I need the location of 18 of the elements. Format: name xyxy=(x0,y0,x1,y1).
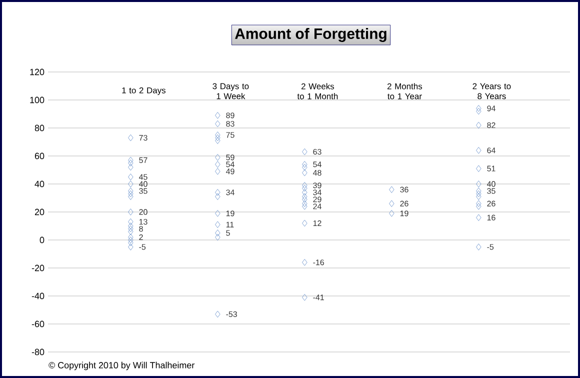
y-tick-label: 20 xyxy=(34,208,44,216)
x-tick-label: 3 Days to 1 Week xyxy=(212,83,249,100)
y-tick-label: -20 xyxy=(32,264,44,272)
y-tick-label: 80 xyxy=(34,124,44,132)
chart-title: Amount of Forgetting xyxy=(235,28,386,42)
y-tick-label: 0 xyxy=(40,236,44,244)
text: © Copyright 2010 by Will Thalheimer xyxy=(48,362,194,370)
y-tick-label: 100 xyxy=(30,96,44,104)
y-tick-label: 40 xyxy=(34,180,44,188)
x-tick-label: 2 Years to 8 Years xyxy=(472,83,511,100)
y-tick-label: -80 xyxy=(32,348,44,356)
x-tick-label: 2 Months to 1 Year xyxy=(387,83,422,100)
x-tick-label: 1 to 2 Days xyxy=(122,87,166,96)
y-tick-label: -60 xyxy=(32,320,44,328)
y-tick-label: 120 xyxy=(30,68,44,76)
y-tick-label: 60 xyxy=(34,152,44,160)
x-tick-label: 2 Weeks to 1 Month xyxy=(297,83,338,100)
y-tick-label: -40 xyxy=(32,292,44,300)
